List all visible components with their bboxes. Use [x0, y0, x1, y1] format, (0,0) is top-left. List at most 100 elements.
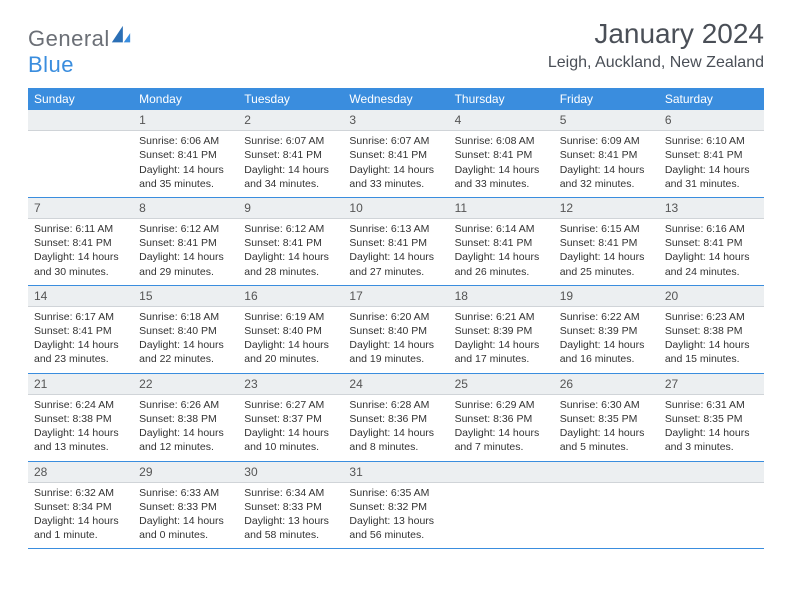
sunset-text: Sunset: 8:39 PM [455, 324, 548, 338]
daylight-text: Daylight: 14 hours and 12 minutes. [139, 426, 232, 454]
sunrise-text: Sunrise: 6:34 AM [244, 486, 337, 500]
calendar-day: 24Sunrise: 6:28 AMSunset: 8:36 PMDayligh… [343, 373, 448, 461]
weekday-header: Friday [554, 88, 659, 110]
daylight-text: Daylight: 14 hours and 8 minutes. [349, 426, 442, 454]
day-number: 9 [238, 198, 343, 219]
daylight-text: Daylight: 14 hours and 30 minutes. [34, 250, 127, 278]
daylight-text: Daylight: 14 hours and 3 minutes. [665, 426, 758, 454]
daylight-text: Daylight: 14 hours and 35 minutes. [139, 163, 232, 191]
sunset-text: Sunset: 8:41 PM [349, 236, 442, 250]
sunrise-text: Sunrise: 6:07 AM [244, 134, 337, 148]
day-number: 6 [659, 110, 764, 131]
calendar-day: 5Sunrise: 6:09 AMSunset: 8:41 PMDaylight… [554, 110, 659, 197]
daylight-text: Daylight: 14 hours and 23 minutes. [34, 338, 127, 366]
calendar-day: 18Sunrise: 6:21 AMSunset: 8:39 PMDayligh… [449, 285, 554, 373]
day-number: 8 [133, 198, 238, 219]
calendar-day [554, 461, 659, 549]
calendar-day: 28Sunrise: 6:32 AMSunset: 8:34 PMDayligh… [28, 461, 133, 549]
daylight-text: Daylight: 13 hours and 56 minutes. [349, 514, 442, 542]
calendar-day: 2Sunrise: 6:07 AMSunset: 8:41 PMDaylight… [238, 110, 343, 197]
day-number: 22 [133, 374, 238, 395]
daylight-text: Daylight: 14 hours and 15 minutes. [665, 338, 758, 366]
sunrise-text: Sunrise: 6:08 AM [455, 134, 548, 148]
day-number: 26 [554, 374, 659, 395]
sunset-text: Sunset: 8:39 PM [560, 324, 653, 338]
sunrise-text: Sunrise: 6:26 AM [139, 398, 232, 412]
title-block: January 2024 Leigh, Auckland, New Zealan… [548, 18, 764, 72]
sunrise-text: Sunrise: 6:11 AM [34, 222, 127, 236]
day-content: Sunrise: 6:19 AMSunset: 8:40 PMDaylight:… [238, 307, 343, 373]
calendar-day: 8Sunrise: 6:12 AMSunset: 8:41 PMDaylight… [133, 197, 238, 285]
daylight-text: Daylight: 13 hours and 58 minutes. [244, 514, 337, 542]
daylight-text: Daylight: 14 hours and 32 minutes. [560, 163, 653, 191]
sunrise-text: Sunrise: 6:15 AM [560, 222, 653, 236]
day-number: 11 [449, 198, 554, 219]
sunset-text: Sunset: 8:41 PM [139, 236, 232, 250]
day-content: Sunrise: 6:28 AMSunset: 8:36 PMDaylight:… [343, 395, 448, 461]
calendar-day: 29Sunrise: 6:33 AMSunset: 8:33 PMDayligh… [133, 461, 238, 549]
sunrise-text: Sunrise: 6:16 AM [665, 222, 758, 236]
sunrise-text: Sunrise: 6:28 AM [349, 398, 442, 412]
day-content: Sunrise: 6:30 AMSunset: 8:35 PMDaylight:… [554, 395, 659, 461]
calendar-day: 6 Sunrise: 6:10 AMSunset: 8:41 PMDaylight… [659, 110, 764, 197]
calendar-day: 11Sunrise: 6:14 AMSunset: 8:41 PMDayligh… [449, 197, 554, 285]
day-content: Sunrise: 6:06 AMSunset: 8:41 PMDaylight:… [133, 131, 238, 197]
daylight-text: Daylight: 14 hours and 29 minutes. [139, 250, 232, 278]
daylight-text: Daylight: 14 hours and 20 minutes. [244, 338, 337, 366]
sunrise-text: Sunrise: 6:24 AM [34, 398, 127, 412]
sunset-text: Sunset: 8:40 PM [139, 324, 232, 338]
sunset-text: Sunset: 8:34 PM [34, 500, 127, 514]
day-content: Sunrise: 6:17 AMSunset: 8:41 PMDaylight:… [28, 307, 133, 373]
brand-name: General Blue [28, 24, 132, 78]
weekday-header: Wednesday [343, 88, 448, 110]
day-content: Sunrise: 6:31 AMSunset: 8:35 PMDaylight:… [659, 395, 764, 461]
sunrise-text: Sunrise: 6:07 AM [349, 134, 442, 148]
day-number: 5 [554, 110, 659, 131]
sunrise-text: Sunrise: 6:10 AM [665, 134, 758, 148]
day-content: Sunrise: 6:12 AMSunset: 8:41 PMDaylight:… [238, 219, 343, 285]
weekday-header: Monday [133, 88, 238, 110]
day-number-empty [659, 462, 764, 483]
calendar-week: 14Sunrise: 6:17 AMSunset: 8:41 PMDayligh… [28, 285, 764, 373]
calendar-week: 21Sunrise: 6:24 AMSunset: 8:38 PMDayligh… [28, 373, 764, 461]
calendar-day [28, 110, 133, 197]
day-number: 4 [449, 110, 554, 131]
day-number: 20 [659, 286, 764, 307]
day-number: 27 [659, 374, 764, 395]
sunrise-text: Sunrise: 6:12 AM [139, 222, 232, 236]
sunset-text: Sunset: 8:41 PM [34, 236, 127, 250]
day-number: 15 [133, 286, 238, 307]
sunrise-text: Sunrise: 6:27 AM [244, 398, 337, 412]
daylight-text: Daylight: 14 hours and 16 minutes. [560, 338, 653, 366]
sunrise-text: Sunrise: 6:12 AM [244, 222, 337, 236]
sunrise-text: Sunrise: 6:13 AM [349, 222, 442, 236]
calendar-day: 10Sunrise: 6:13 AMSunset: 8:41 PMDayligh… [343, 197, 448, 285]
daylight-text: Daylight: 14 hours and 31 minutes. [665, 163, 758, 191]
day-content: Sunrise: 6:33 AMSunset: 8:33 PMDaylight:… [133, 483, 238, 549]
day-number: 3 [343, 110, 448, 131]
calendar-day: 30Sunrise: 6:34 AMSunset: 8:33 PMDayligh… [238, 461, 343, 549]
daylight-text: Daylight: 14 hours and 1 minute. [34, 514, 127, 542]
day-number: 14 [28, 286, 133, 307]
daylight-text: Daylight: 14 hours and 22 minutes. [139, 338, 232, 366]
calendar-day: 14Sunrise: 6:17 AMSunset: 8:41 PMDayligh… [28, 285, 133, 373]
day-content: Sunrise: 6:12 AMSunset: 8:41 PMDaylight:… [133, 219, 238, 285]
calendar-day: 17Sunrise: 6:20 AMSunset: 8:40 PMDayligh… [343, 285, 448, 373]
sunrise-text: Sunrise: 6:21 AM [455, 310, 548, 324]
calendar-day: 7Sunrise: 6:11 AMSunset: 8:41 PMDaylight… [28, 197, 133, 285]
brand-part2: Blue [28, 52, 74, 77]
sunset-text: Sunset: 8:33 PM [244, 500, 337, 514]
weekday-header: Tuesday [238, 88, 343, 110]
day-content: Sunrise: 6:34 AMSunset: 8:33 PMDaylight:… [238, 483, 343, 549]
sunset-text: Sunset: 8:41 PM [244, 148, 337, 162]
calendar-day: 25Sunrise: 6:29 AMSunset: 8:36 PMDayligh… [449, 373, 554, 461]
daylight-text: Daylight: 14 hours and 10 minutes. [244, 426, 337, 454]
day-number: 1 [133, 110, 238, 131]
day-content: Sunrise: 6:35 AMSunset: 8:32 PMDaylight:… [343, 483, 448, 549]
daylight-text: Daylight: 14 hours and 33 minutes. [455, 163, 548, 191]
calendar-day: 4Sunrise: 6:08 AMSunset: 8:41 PMDaylight… [449, 110, 554, 197]
calendar-week: 28Sunrise: 6:32 AMSunset: 8:34 PMDayligh… [28, 461, 764, 549]
calendar-day [449, 461, 554, 549]
sunset-text: Sunset: 8:41 PM [665, 148, 758, 162]
sunrise-text: Sunrise: 6:14 AM [455, 222, 548, 236]
